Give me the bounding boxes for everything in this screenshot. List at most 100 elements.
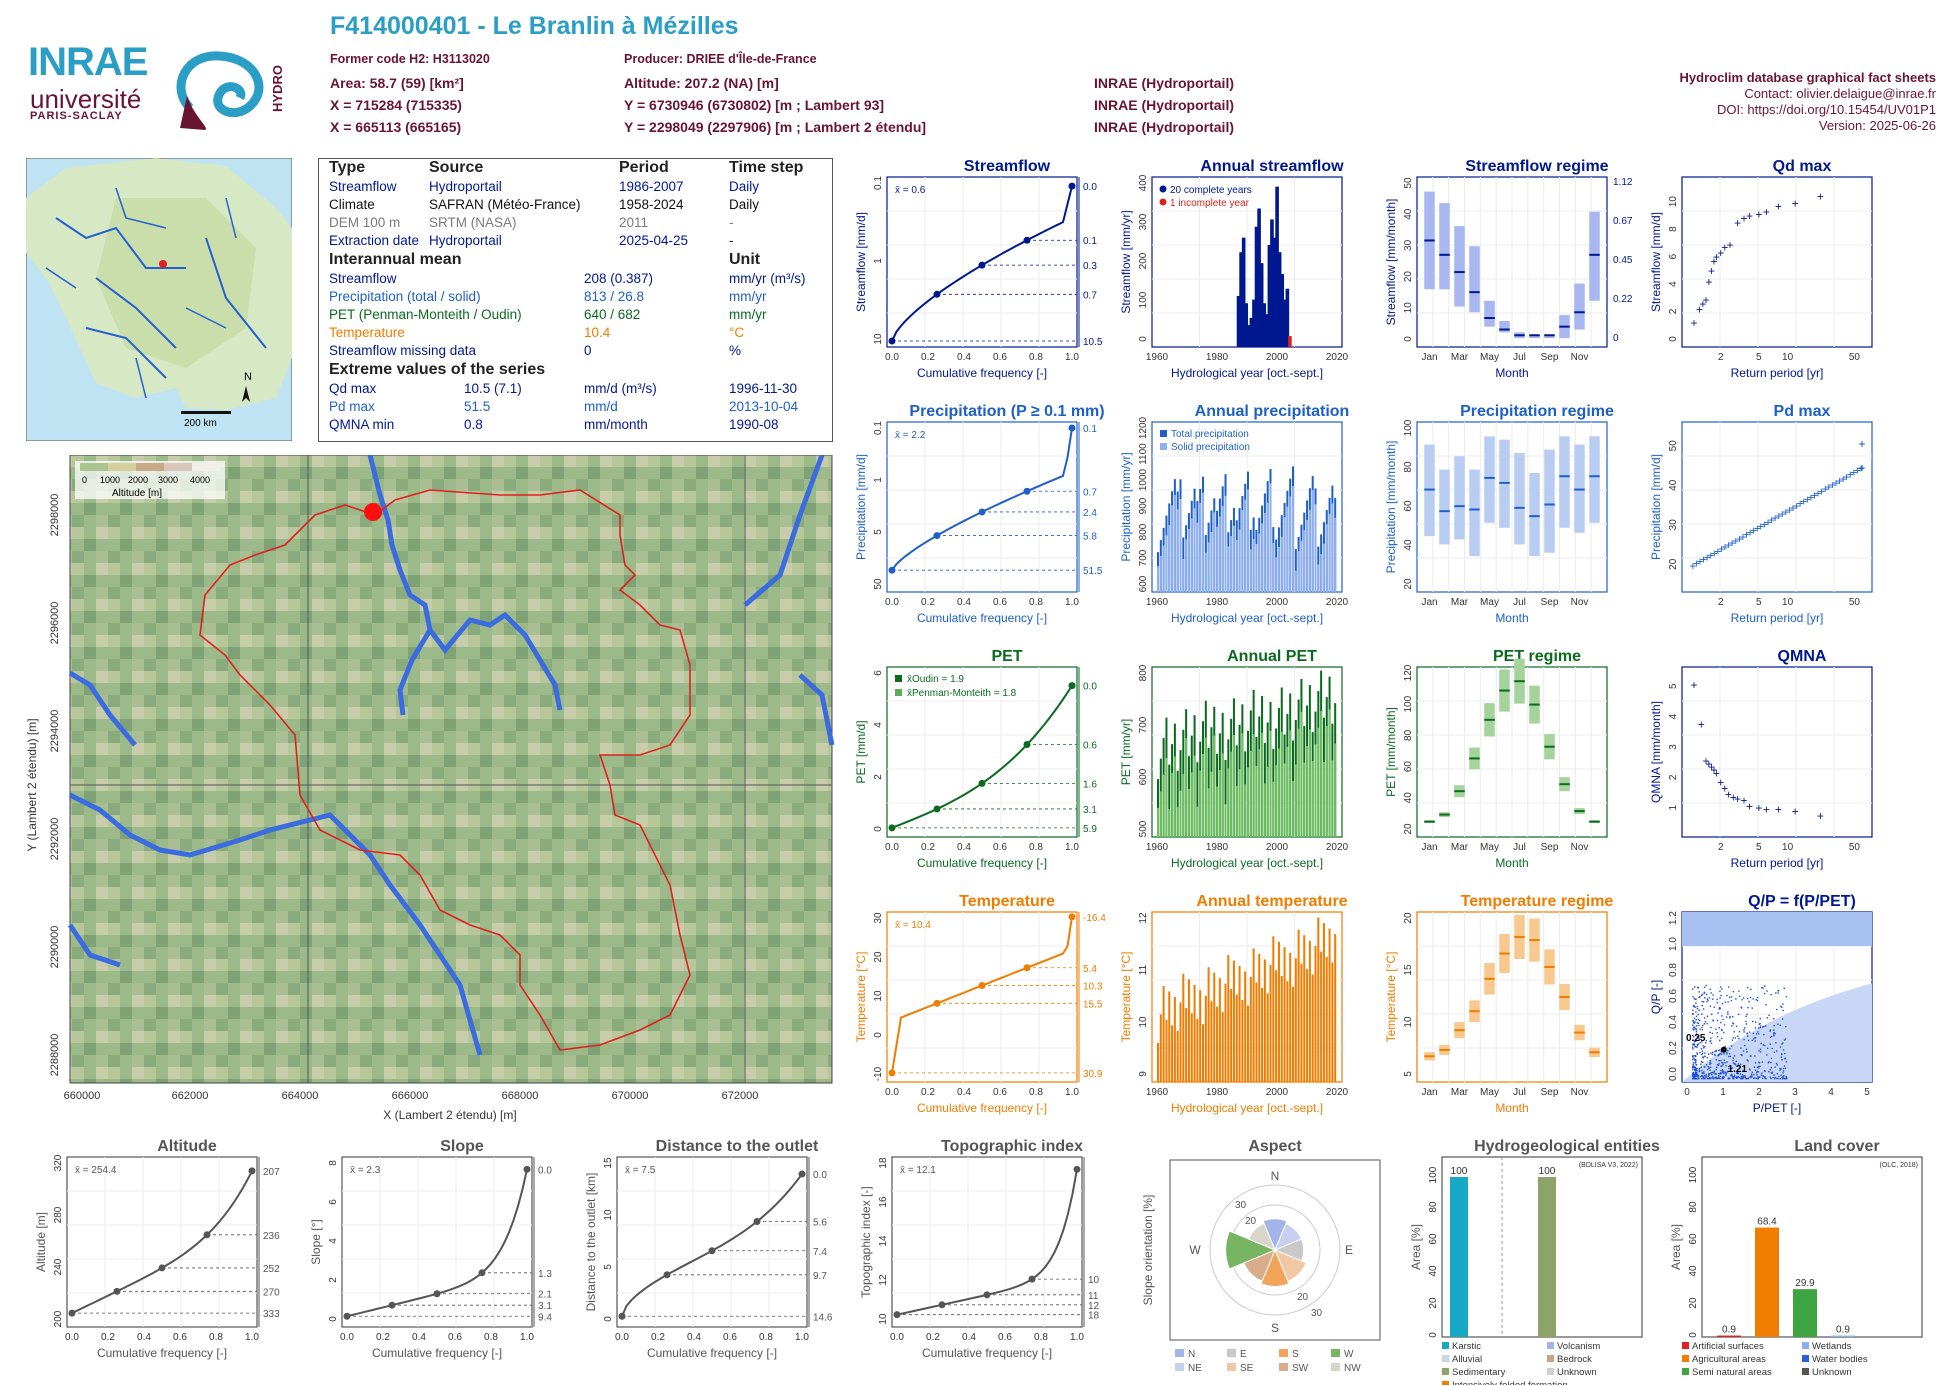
scatter-point	[1733, 1031, 1735, 1033]
right-tick-label: 0.0	[538, 1165, 552, 1176]
data-point: +	[1725, 538, 1732, 552]
scatter-point	[1697, 986, 1699, 989]
bar	[1190, 772, 1193, 837]
bar-label: 100	[1539, 1166, 1556, 1177]
bar	[1277, 941, 1280, 1082]
bar	[1171, 505, 1174, 592]
x-axis-label: P/PET [-]	[1753, 1101, 1801, 1115]
info-cell: 0	[584, 343, 592, 358]
y-tick-label: 20	[873, 951, 884, 963]
map-area	[69, 455, 833, 1084]
y-tick-label: 8	[328, 1160, 339, 1166]
scatter-point	[1774, 1032, 1776, 1035]
month-label: Nov	[1571, 1087, 1589, 1098]
mean-label: x̄ = 10.4	[895, 920, 931, 931]
scatter-point	[1775, 1050, 1778, 1052]
x-tick-label: 0.2	[921, 1087, 935, 1098]
scatter-point	[1723, 1024, 1726, 1026]
x-tick-label: 1980	[1206, 1087, 1229, 1098]
y-tick-label: 280	[53, 1206, 64, 1223]
bar	[1207, 967, 1210, 1082]
data-point: +	[1730, 791, 1737, 805]
scatter-point	[1705, 993, 1708, 996]
scatter-point	[1698, 1070, 1701, 1073]
scatter-point	[1783, 1075, 1785, 1077]
bar	[1277, 547, 1280, 592]
scatter-point	[1731, 1076, 1734, 1078]
legend-label: Solid precipitation	[1171, 442, 1250, 453]
legend-swatch	[1802, 1342, 1809, 1349]
scatter-point	[1715, 1058, 1718, 1061]
data-point: +	[1727, 238, 1734, 252]
legend-swatch	[1442, 1368, 1449, 1375]
bar	[1227, 768, 1230, 837]
scatter-point	[1700, 994, 1703, 996]
data-point: +	[1818, 484, 1825, 498]
bar	[1238, 769, 1241, 837]
data-point: +	[1754, 522, 1761, 536]
scatter-point	[1721, 1029, 1723, 1032]
ring-label: 20	[1245, 1216, 1257, 1227]
scatter-point	[1762, 1075, 1764, 1077]
bar	[1286, 506, 1289, 592]
legend-swatch	[1159, 185, 1167, 193]
scatter-point	[1726, 1071, 1728, 1073]
bar	[1266, 993, 1269, 1082]
plot-frame	[341, 1156, 533, 1328]
bar	[1244, 971, 1247, 1082]
scatter-point	[1752, 1032, 1754, 1035]
scatter-point	[1706, 998, 1709, 1000]
scatter-point	[1711, 1053, 1714, 1055]
quantile-point	[1068, 682, 1076, 690]
scatter-point	[1744, 1076, 1746, 1079]
x-axis-label: Return period [yr]	[1731, 856, 1824, 870]
scatter-point	[1696, 1044, 1699, 1046]
scatter-point	[1702, 1008, 1705, 1010]
bar	[1187, 979, 1190, 1082]
data-point: +	[1696, 555, 1703, 569]
scatter-point	[1785, 1060, 1788, 1063]
scatter-point	[1742, 1077, 1745, 1079]
scatter-point	[1703, 1023, 1706, 1025]
x-tick-label: 1980	[1206, 352, 1229, 363]
paris-saclay-logo: PARIS-SACLAY	[30, 110, 123, 122]
scatter-point	[1692, 995, 1694, 998]
scatter-point	[1737, 1063, 1740, 1065]
scatter-point	[1705, 1074, 1707, 1076]
bar	[1275, 557, 1278, 592]
y-tick-label: 30	[873, 912, 884, 924]
info-cell: -	[729, 233, 734, 248]
bar	[1258, 749, 1261, 837]
data-point: +	[1764, 515, 1771, 529]
bar	[1793, 1289, 1817, 1337]
scatter-point	[1730, 1073, 1732, 1076]
bar	[1538, 1177, 1556, 1337]
y-axis-label: Precipitation [mm/month]	[1384, 441, 1398, 574]
data-point: +	[1699, 297, 1706, 311]
info-cell: Precipitation (total / solid)	[329, 289, 481, 304]
data-point: +	[1705, 757, 1712, 771]
x-tick-label: 1980	[1206, 842, 1229, 853]
scatter-point	[1692, 1073, 1694, 1075]
right-tick-label: 0.0	[1083, 682, 1097, 693]
bar	[1322, 923, 1325, 1082]
scatter-point	[1716, 1035, 1719, 1038]
y-lambert93: Y = 6730946 (6730802) [m ; Lambert 93]	[624, 97, 885, 113]
bar	[1311, 761, 1314, 837]
quantile-point	[798, 1170, 806, 1178]
y-axis-label: Streamflow [mm/yr]	[1119, 210, 1133, 313]
bar	[1325, 524, 1328, 592]
bar	[1207, 788, 1210, 837]
bar	[1280, 975, 1283, 1082]
legend-label: NW	[1344, 1363, 1361, 1374]
right-tick-label: 30.9	[1083, 1069, 1103, 1080]
scatter-point	[1743, 1027, 1746, 1029]
scatter-point	[1698, 996, 1700, 998]
x-tick-label: 10	[1782, 842, 1794, 853]
scatter-point	[1782, 1042, 1784, 1044]
bar	[1202, 1024, 1205, 1082]
scatter-point	[1710, 1037, 1712, 1039]
scatter-point	[1704, 1066, 1706, 1068]
